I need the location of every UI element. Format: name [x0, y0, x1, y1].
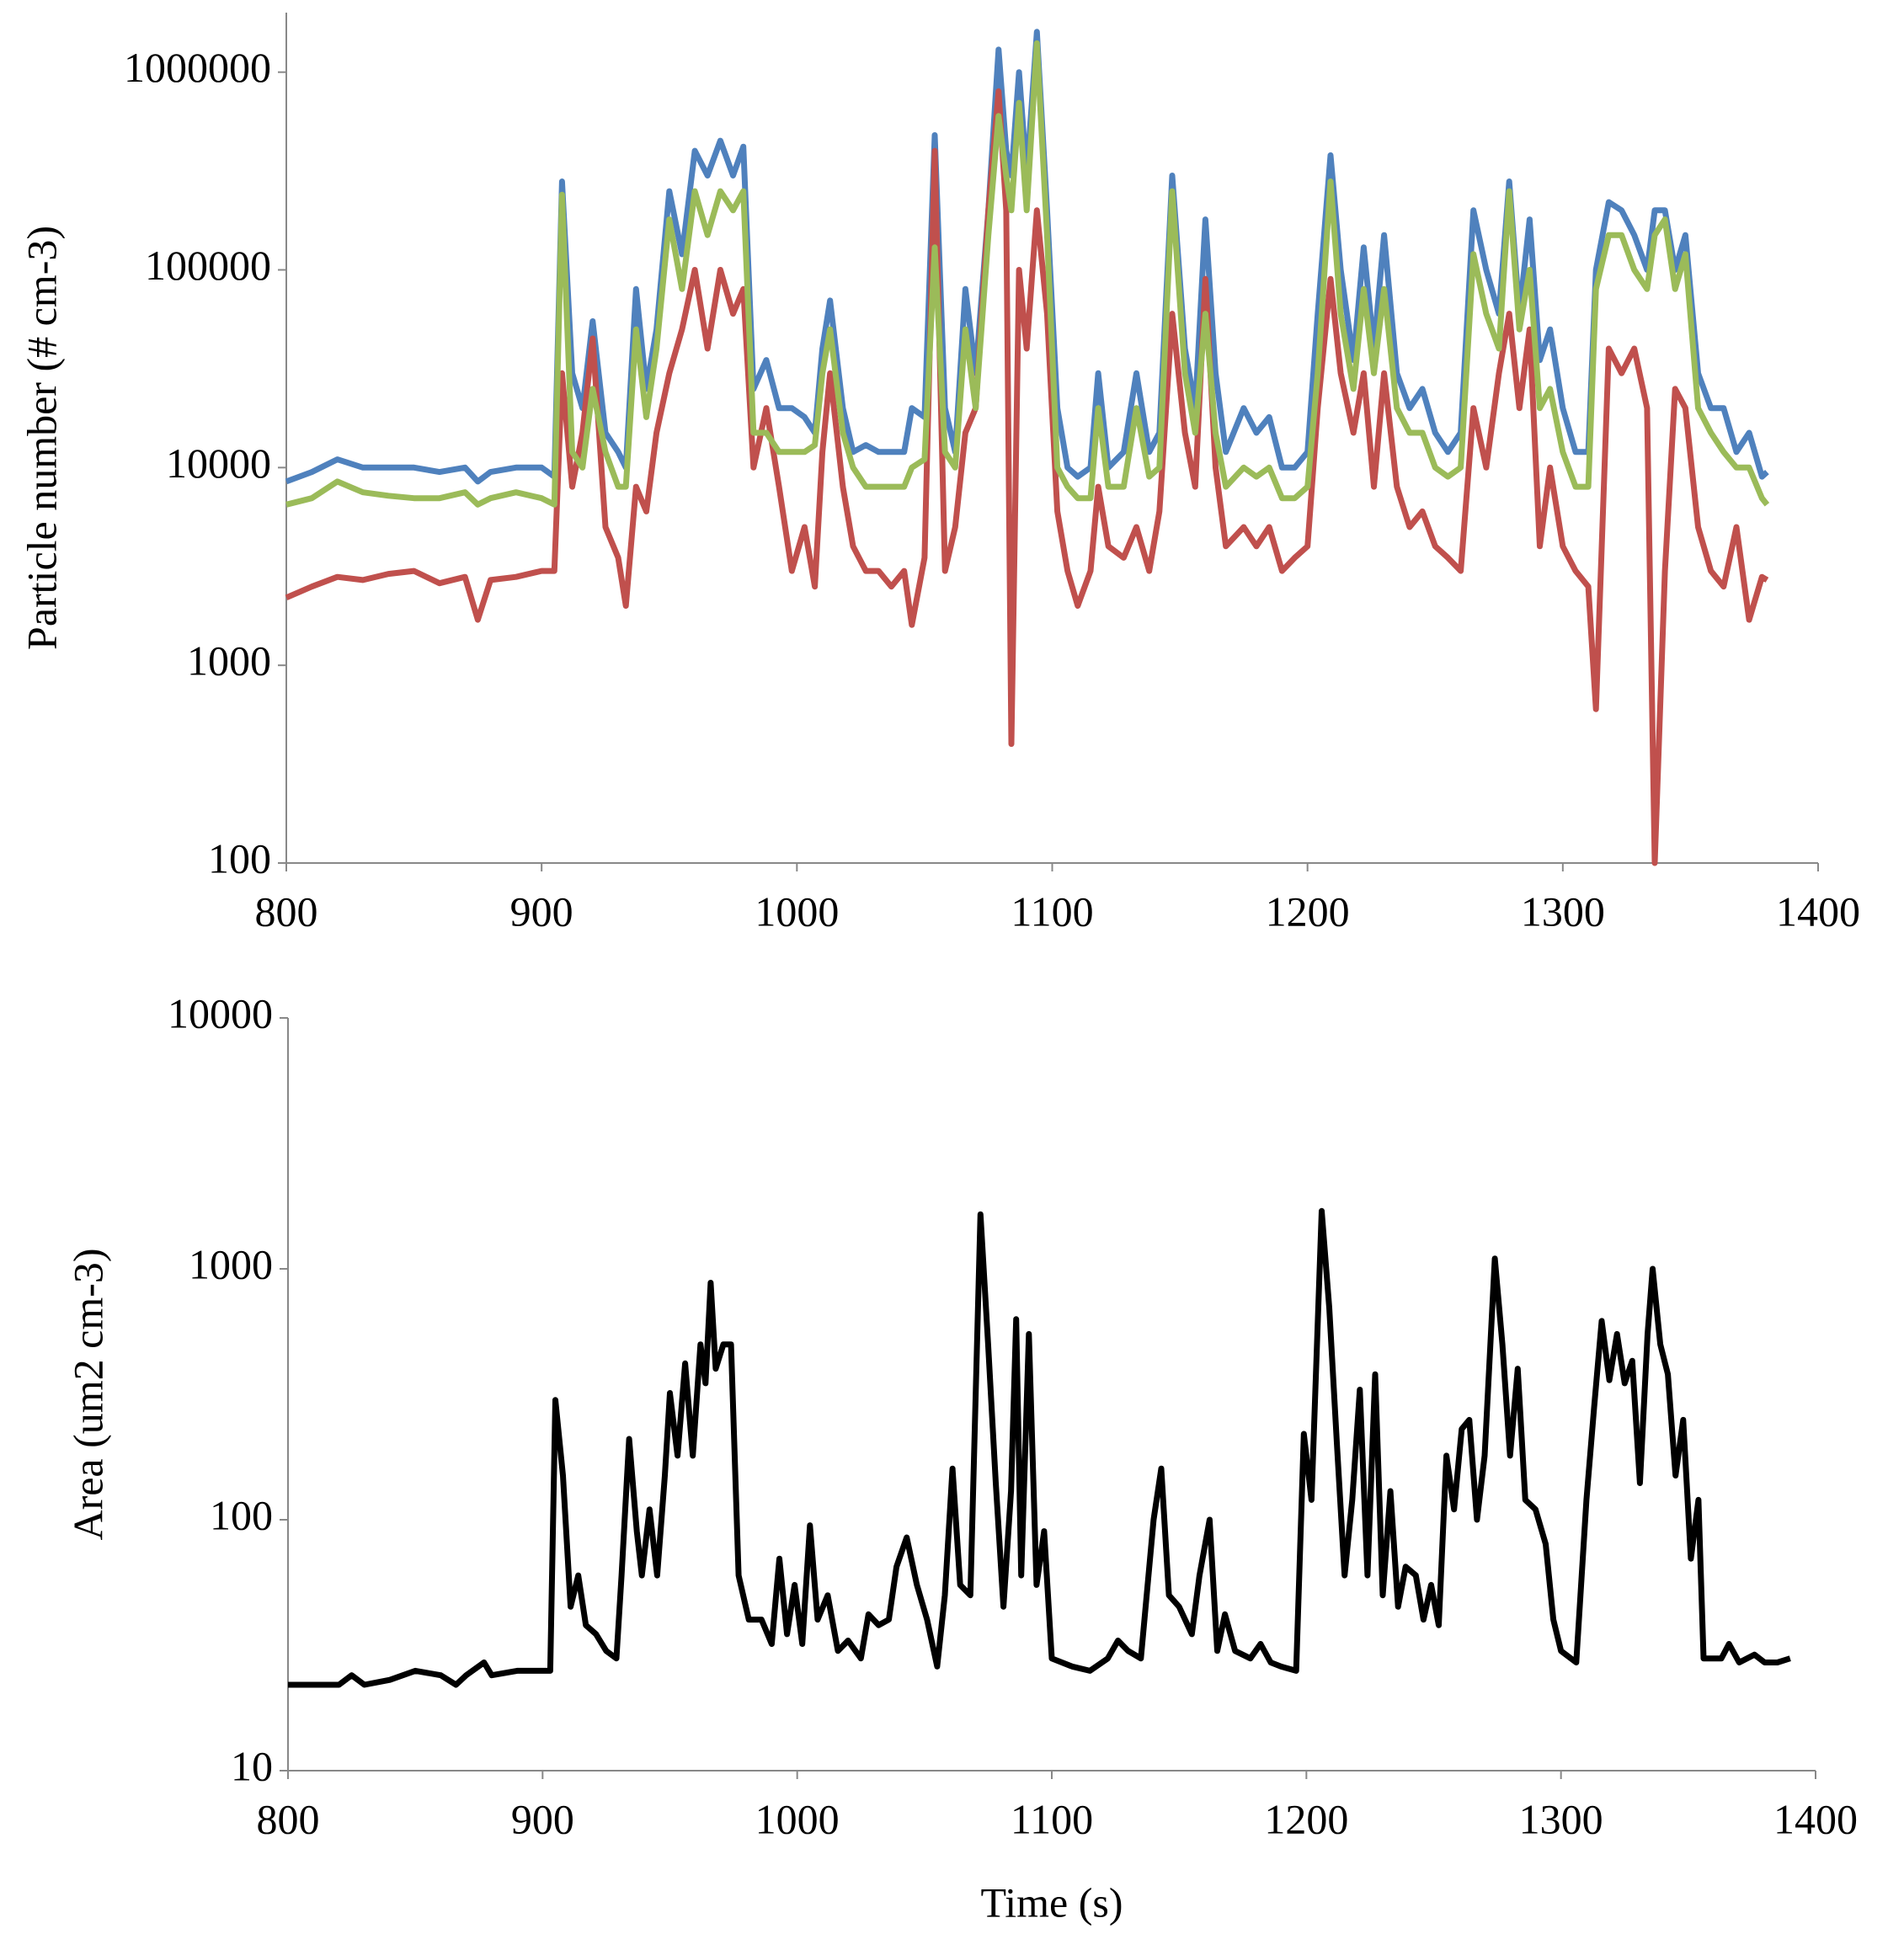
x-axis-title: Time (s): [980, 1878, 1123, 1926]
y-tick-label: 100: [208, 834, 271, 882]
y-axis-title: Area (um2 cm-3): [64, 1248, 111, 1540]
y-tick-label: 100000: [145, 242, 271, 289]
x-tick-label: 1100: [1011, 1795, 1093, 1842]
x-tick-label: 900: [510, 887, 573, 935]
x-tick-label: 1400: [1773, 1795, 1858, 1842]
y-axis-title: Particle number (# cm-3): [18, 226, 65, 650]
y-tick-label: 100: [210, 1491, 273, 1538]
series-line: [288, 1207, 1791, 1688]
y-tick-label: 10000: [166, 440, 271, 487]
series-line: [285, 29, 1769, 485]
x-tick-label: 800: [257, 1795, 320, 1842]
y-tick-label: 10000: [168, 989, 273, 1036]
y-tick-label: 1000: [187, 637, 271, 685]
y-tick-label: 10: [231, 1742, 273, 1789]
y-tick-label: 1000: [189, 1240, 273, 1287]
x-tick-label: 1100: [1011, 887, 1093, 935]
x-tick-label: 1000: [755, 1795, 840, 1842]
x-tick-label: 1300: [1519, 1795, 1603, 1842]
x-tick-label: 1000: [755, 887, 839, 935]
y-tick-label: 1000000: [124, 44, 271, 91]
x-tick-label: 1400: [1776, 887, 1860, 935]
x-tick-label: 800: [255, 887, 318, 935]
x-tick-label: 1200: [1264, 1795, 1348, 1842]
x-tick-label: 1200: [1266, 887, 1350, 935]
series-line: [285, 40, 1770, 508]
x-tick-label: 900: [511, 1795, 574, 1842]
x-tick-label: 1300: [1521, 887, 1605, 935]
series-line: [285, 88, 1769, 866]
